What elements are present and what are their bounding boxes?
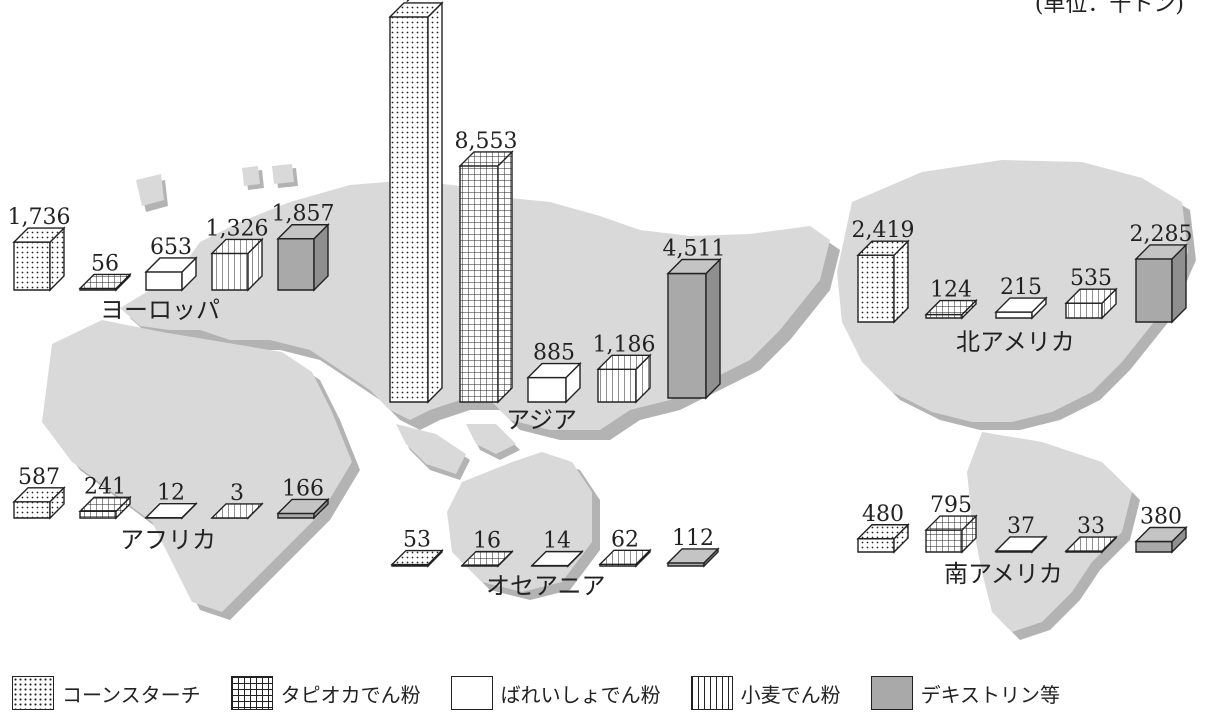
islands-land (242, 164, 294, 186)
bar-dextrin-front (278, 239, 314, 290)
bar-dextrin-front (668, 273, 706, 398)
legend-swatch-vlines (691, 676, 733, 710)
region-label: オセアニア (486, 572, 606, 600)
africa-land (42, 320, 352, 612)
value-label: 56 (91, 251, 119, 276)
australia-land (447, 452, 592, 592)
value-label: 241 (84, 474, 126, 499)
bar-wheat-front (598, 369, 636, 402)
value-label: 13,953 (378, 0, 455, 5)
legend-label: ばれいしょでん粉 (501, 679, 661, 708)
bar-potato-front (528, 378, 566, 402)
value-label: 12 (157, 481, 185, 506)
value-label: 480 (862, 502, 904, 527)
bar-tapioca-front (926, 530, 962, 552)
value-label: 3 (230, 481, 244, 506)
legend-label: デキストリン等 (921, 679, 1060, 708)
bar-corn-front (14, 242, 50, 290)
legend-swatch-grid (231, 676, 273, 710)
legend-item-potato: ばれいしょでん粉 (451, 676, 661, 710)
value-label: 1,326 (206, 216, 269, 241)
bar-wheat-front (212, 253, 248, 290)
bar-corn-front (390, 17, 428, 402)
bar-dextrin-front (1136, 259, 1172, 322)
legend-label: タピオカでん粉 (281, 679, 421, 708)
bar-corn-front (14, 502, 50, 518)
bar-tapioca-front (80, 511, 116, 518)
bar-corn-front (858, 539, 894, 552)
bar-dextrin-front (1136, 542, 1172, 552)
value-label: 1,857 (272, 202, 335, 227)
bar-tapioca-side (498, 152, 512, 402)
value-label: 166 (282, 476, 324, 501)
bar-potato-front (146, 272, 182, 290)
value-label: 16 (473, 529, 501, 554)
legend-item-corn: コーンスターチ (12, 676, 201, 710)
legend-item-tapioca: タピオカでん粉 (231, 676, 421, 710)
legend-label: コーンスターチ (62, 679, 201, 708)
south-america-land (967, 432, 1132, 632)
value-label: 885 (533, 341, 575, 366)
value-label: 2,285 (1130, 222, 1193, 247)
sea-land (396, 424, 516, 474)
region-label: 南アメリカ (944, 560, 1063, 588)
bar-potato-front (996, 312, 1032, 318)
value-label: 37 (1007, 514, 1035, 539)
value-label: 124 (930, 278, 972, 303)
bar-corn-top (392, 551, 442, 565)
bar-tapioca-front (460, 166, 498, 402)
value-label: 380 (1140, 505, 1182, 530)
value-label: 653 (150, 235, 192, 260)
value-label: 53 (403, 528, 431, 553)
region-label: ヨーロッパ (100, 296, 220, 324)
bar-dextrin-side (706, 259, 720, 398)
bar-tapioca-top (80, 274, 130, 288)
bar-dextrin-top (668, 549, 718, 563)
bar-corn-side (428, 3, 442, 402)
region-label: アフリカ (120, 526, 216, 554)
legend-item-wheat: 小麦でん粉 (691, 676, 841, 710)
region-label: 北アメリカ (956, 328, 1075, 356)
value-label: 535 (1070, 266, 1112, 291)
bar-wheat-top (600, 550, 650, 564)
region-label: アジア (506, 406, 577, 434)
unit-note: (単位：千トン) (1035, 0, 1184, 18)
value-label: 587 (18, 465, 60, 490)
legend-swatch-blank (451, 676, 493, 710)
value-label: 8,553 (455, 129, 518, 154)
value-label: 4,511 (663, 236, 726, 261)
legend-swatch-dots (12, 676, 54, 710)
bar-corn-front (858, 255, 894, 322)
legend-label: 小麦でん粉 (741, 679, 841, 708)
value-label: 112 (672, 526, 714, 551)
legend-item-dextrin: デキストリン等 (871, 676, 1060, 710)
value-label: 62 (611, 527, 639, 552)
value-label: 795 (930, 493, 972, 518)
value-label: 215 (1000, 275, 1042, 300)
legend: コーンスターチ タピオカでん粉 ばれいしょでん粉 小麦でん粉 デキストリン等 (12, 676, 1090, 710)
legend-swatch-gray (871, 676, 913, 710)
value-label: 2,419 (852, 218, 915, 243)
value-label: 1,736 (8, 205, 71, 230)
value-label: 14 (543, 529, 571, 554)
value-label: 1,186 (593, 332, 656, 357)
bar-wheat-front (1066, 303, 1102, 318)
value-label: 33 (1077, 514, 1105, 539)
